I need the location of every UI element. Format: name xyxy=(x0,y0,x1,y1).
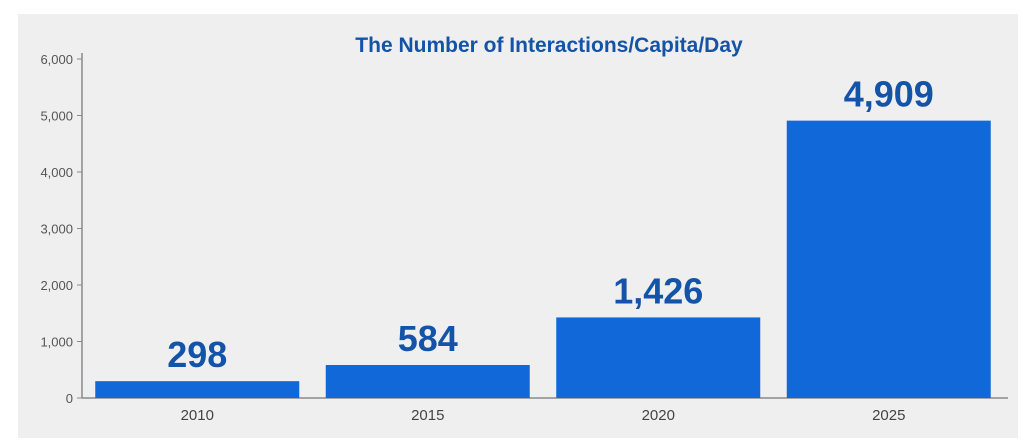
y-tick-label: 0 xyxy=(66,391,73,406)
y-tick-label: 2,000 xyxy=(40,278,73,293)
y-tick-label: 5,000 xyxy=(40,109,73,124)
bar-2020 xyxy=(556,317,761,398)
value-labels: 298 584 1,426 4,909 xyxy=(167,74,934,376)
y-tick-label: 4,000 xyxy=(40,165,73,180)
data-label-2025: 4,909 xyxy=(844,74,934,115)
y-tick-label: 6,000 xyxy=(40,52,73,67)
y-axis: 0 1,000 2,000 3,000 4,000 5,000 6,000 xyxy=(40,52,83,406)
data-label-2015: 584 xyxy=(398,318,458,359)
x-axis: 2010 2015 2020 2025 xyxy=(82,397,1008,424)
y-tick-label: 1,000 xyxy=(40,335,73,350)
data-label-2020: 1,426 xyxy=(613,270,703,311)
bars xyxy=(95,120,991,398)
chart-title: The Number of Interactions/Capita/Day xyxy=(355,34,743,57)
y-tick-label: 3,000 xyxy=(40,222,73,237)
bar-2025 xyxy=(786,120,991,398)
x-tick-label: 2025 xyxy=(872,407,905,424)
x-tick-label: 2015 xyxy=(411,407,444,424)
bar-2015 xyxy=(325,365,530,398)
data-label-2010: 298 xyxy=(167,334,227,375)
x-tick-label: 2010 xyxy=(181,407,214,424)
bar-2010 xyxy=(95,381,300,398)
x-tick-label: 2020 xyxy=(642,407,675,424)
